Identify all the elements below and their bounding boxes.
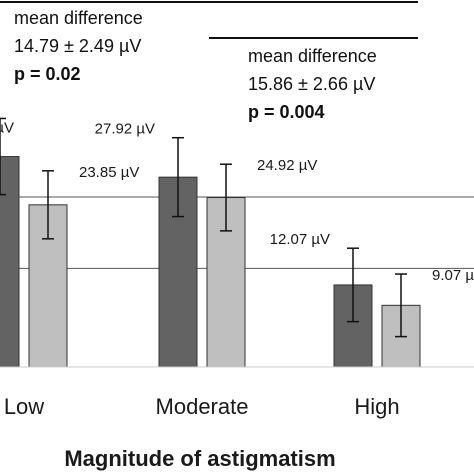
x-tick-labels: Low Moderate High [4,394,400,419]
bar [0,156,20,368]
bar-value-label: 27.92 µV [95,121,155,138]
x-axis-title: Magnitude of astigmatism [64,446,335,471]
comparison-p-value: p = 0.02 [14,64,81,84]
bar-value-label: 9.07 µV [432,267,474,284]
bar-value-label: 5 µV [0,119,14,136]
error-bars [0,117,407,338]
bar-value-label: 24.92 µV [257,157,317,174]
x-tick-label: Low [4,394,44,419]
bar-value-label: 12.07 µV [270,231,330,248]
bars [0,156,421,368]
comparison-difference-value: 14.79 ± 2.49 µV [14,36,141,56]
bar-value-labels: 5 µV 27.92 µV 12.07 µV 23.85 µV 24.92 µV 9.07… [0,119,474,284]
comparison-difference-value: 15.86 ± 2.66 µV [248,74,375,94]
comparison-p-value: p = 0.004 [248,102,325,122]
comparison-title: mean difference [248,46,377,66]
x-tick-label: Moderate [156,394,249,419]
bar-value-label: 23.85 µV [79,164,139,181]
x-tick-label: High [354,394,399,419]
comparison-title: mean difference [14,8,143,28]
comparison-low-moderate: mean difference 14.79 ± 2.49 µV p = 0.02 [0,1,418,84]
comparison-moderate-high: mean difference 15.86 ± 2.66 µV p = 0.00… [209,37,418,122]
